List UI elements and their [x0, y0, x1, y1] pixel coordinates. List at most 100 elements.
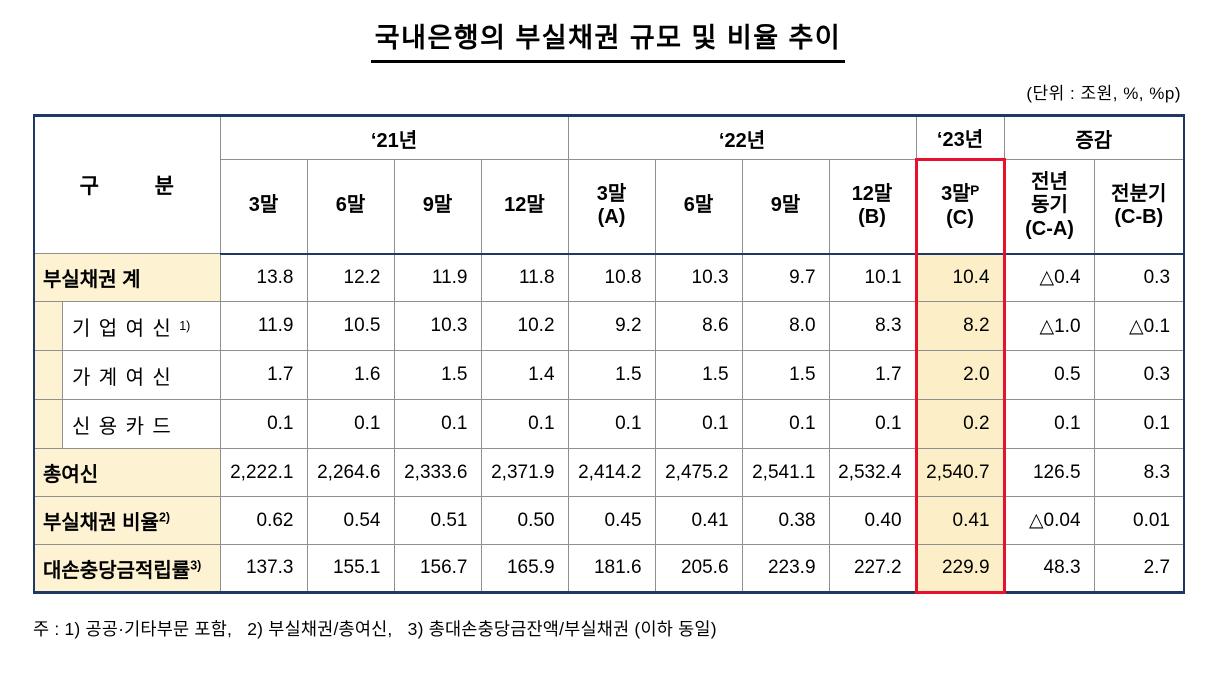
- data-cell: 165.9: [480, 544, 569, 593]
- row-label-text: 가계여신: [72, 366, 180, 389]
- data-cell: 8.6: [654, 301, 743, 351]
- data-cell-highlighted: 10.4: [914, 253, 1006, 302]
- data-cell: 9.2: [567, 301, 656, 351]
- col-group-2022: ‘22년: [567, 115, 917, 160]
- data-cell: 0.51: [393, 496, 482, 545]
- data-cell: 2,532.4: [828, 448, 917, 497]
- data-cell: 0.1: [741, 399, 830, 449]
- data-cell: 10.2: [480, 301, 569, 351]
- col-header-21-q1: 3말: [219, 159, 308, 255]
- table-row-corporate-loans: 기업여신 1) 11.9 10.5 10.3 10.2 9.2 8.6 8.0 8…: [33, 301, 1185, 351]
- data-cell: 1.5: [567, 350, 656, 400]
- data-cell: 1.5: [654, 350, 743, 400]
- row-label: 가계여신: [33, 350, 221, 400]
- row-label-text: 부실채권 비율: [43, 512, 159, 534]
- data-cell-highlighted: 229.9: [914, 544, 1006, 594]
- col-group-2023: ‘23년: [915, 115, 1005, 160]
- data-cell: 227.2: [828, 544, 917, 593]
- row-header-title: 구 분: [33, 115, 221, 254]
- data-cell: 10.1: [828, 253, 917, 302]
- col-header-22-q4: 12말 (B): [828, 159, 917, 255]
- data-cell: 155.1: [306, 544, 395, 593]
- data-cell: 48.3: [1003, 544, 1095, 593]
- data-cell-highlighted: 2.0: [914, 350, 1006, 400]
- data-cell: 1.7: [828, 350, 917, 400]
- data-cell: 137.3: [219, 544, 308, 593]
- data-cell: 8.3: [828, 301, 917, 351]
- col-header-22-q1: 3말 (A): [567, 159, 656, 255]
- col-header-23-q1-highlighted: 3말ᴾ (C): [914, 158, 1006, 255]
- row-label-text: 대손충당금적립률: [43, 559, 191, 582]
- row-label-text: 부실채권 계: [43, 269, 141, 291]
- data-cell: 0.1: [1003, 399, 1095, 449]
- data-cell: 205.6: [654, 544, 743, 593]
- data-cell: 1.4: [480, 350, 569, 400]
- data-cell: 0.1: [567, 399, 656, 449]
- data-cell: 2,333.6: [393, 448, 482, 497]
- data-cell: 0.1: [654, 399, 743, 449]
- col-header-22-q3: 9말: [741, 159, 830, 255]
- data-cell: 10.5: [306, 301, 395, 351]
- data-cell: 2,264.6: [306, 448, 395, 497]
- row-label-text: 총여신: [43, 464, 99, 486]
- data-cell: 0.1: [1093, 399, 1185, 449]
- row-label: 기업여신 1): [33, 301, 221, 351]
- data-cell-highlighted: 0.2: [914, 399, 1006, 449]
- col-group-change: 증감: [1003, 115, 1185, 160]
- data-cell: 0.41: [654, 496, 743, 545]
- col-header-yoy: 전년 동기 (C-A): [1003, 159, 1095, 255]
- data-cell: 10.3: [393, 301, 482, 351]
- col-header-qoq: 전분기 (C-B): [1093, 159, 1185, 255]
- data-cell: △0.04: [1003, 496, 1095, 545]
- data-cell: 9.7: [741, 253, 830, 302]
- data-cell: 0.54: [306, 496, 395, 545]
- data-cell: 2,475.2: [654, 448, 743, 497]
- data-cell: 0.1: [306, 399, 395, 449]
- data-cell: 11.9: [219, 301, 308, 351]
- data-cell: 0.1: [828, 399, 917, 449]
- data-cell: 181.6: [567, 544, 656, 593]
- page-title: 국내은행의 부실채권 규모 및 비율 추이: [370, 16, 846, 63]
- data-cell: 0.1: [393, 399, 482, 449]
- title-box: 국내은행의 부실채권 규모 및 비율 추이: [33, 16, 1183, 63]
- data-cell: 156.7: [393, 544, 482, 593]
- group-header-row: 구 분 ‘21년 ‘22년 ‘23년 증감: [33, 115, 1185, 254]
- data-cell: 2,222.1: [219, 448, 308, 497]
- data-cell: 13.8: [219, 253, 308, 302]
- data-cell: 0.3: [1093, 350, 1185, 400]
- data-cell-highlighted: 2,540.7: [914, 448, 1006, 497]
- data-cell: 11.9: [393, 253, 482, 302]
- data-cell: 11.8: [480, 253, 569, 302]
- data-cell: 0.1: [219, 399, 308, 449]
- indent-strip: [35, 400, 63, 448]
- data-cell: 0.1: [480, 399, 569, 449]
- data-cell: 2,414.2: [567, 448, 656, 497]
- row-label: 부실채권 계: [33, 253, 221, 302]
- data-cell: 0.3: [1093, 253, 1185, 302]
- data-cell: 0.50: [480, 496, 569, 545]
- col-header-21-q3: 9말: [393, 159, 482, 255]
- data-cell: 0.40: [828, 496, 917, 545]
- table-row-npl-total: 부실채권 계 13.8 12.2 11.9 11.8 10.8 10.3 9.7…: [33, 253, 1185, 302]
- content-wrap: 국내은행의 부실채권 규모 및 비율 추이 (단위 : 조원, %, %p) 구…: [33, 16, 1186, 641]
- data-cell: 0.45: [567, 496, 656, 545]
- data-cell-highlighted: 8.2: [914, 301, 1006, 351]
- data-cell: △0.4: [1003, 253, 1095, 302]
- data-cell: 10.8: [567, 253, 656, 302]
- data-cell: 1.5: [393, 350, 482, 400]
- data-cell: 10.3: [654, 253, 743, 302]
- table-row-credit-card: 신용카드 0.1 0.1 0.1 0.1 0.1 0.1 0.1 0.1 0.2…: [33, 399, 1185, 449]
- npl-table: 구 분 ‘21년 ‘22년 ‘23년 증감 3말 6말 9말 12말 3말 (A…: [33, 114, 1186, 594]
- data-cell: 8.3: [1093, 448, 1185, 497]
- footnote: 주 : 1) 공공·기타부문 포함, 2) 부실채권/총여신, 3) 총대손충당…: [33, 619, 717, 639]
- data-cell: 8.0: [741, 301, 830, 351]
- data-cell: 126.5: [1003, 448, 1095, 497]
- data-cell: 1.5: [741, 350, 830, 400]
- row-label: 신용카드: [33, 399, 221, 449]
- table-row-coverage-ratio: 대손충당금적립률3) 137.3 155.1 156.7 165.9 181.6…: [33, 544, 1185, 594]
- unit-note: (단위 : 조원, %, %p): [1026, 84, 1181, 103]
- data-cell: 0.38: [741, 496, 830, 545]
- row-label: 총여신: [33, 448, 221, 497]
- indent-strip: [35, 302, 63, 350]
